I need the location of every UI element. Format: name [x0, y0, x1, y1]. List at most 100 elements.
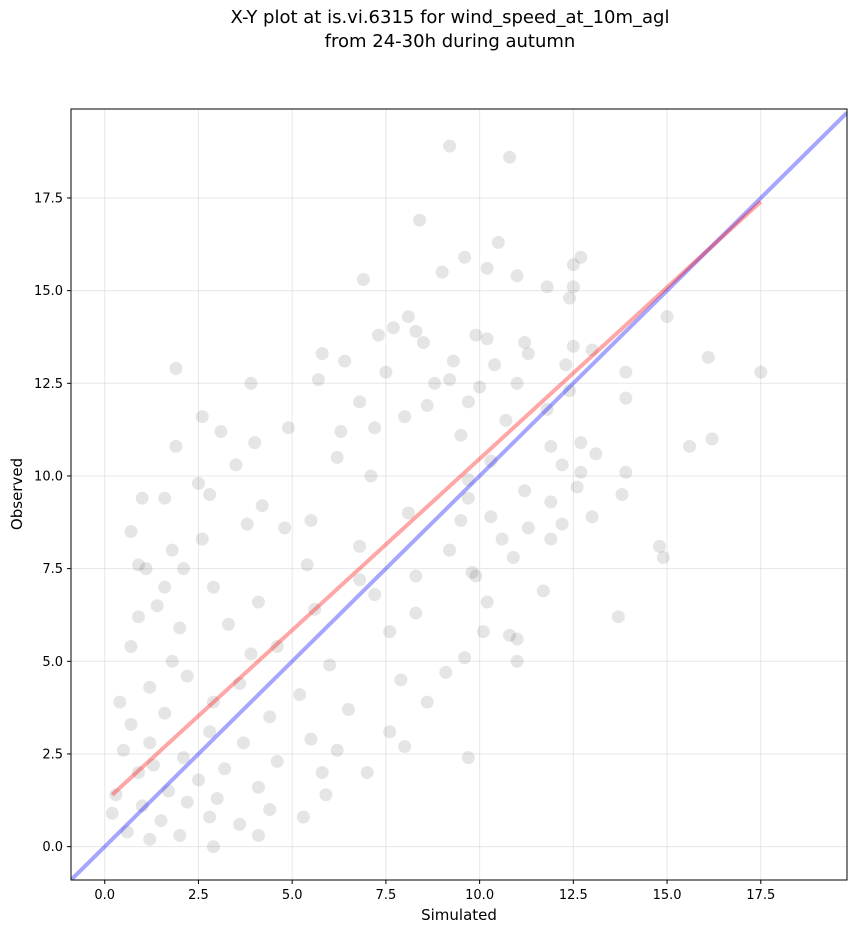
data-point: [203, 488, 217, 501]
x-axis-label: Simulated: [421, 906, 497, 924]
data-point: [611, 610, 625, 624]
data-point: [341, 702, 355, 716]
data-point: [566, 280, 580, 294]
data-point: [420, 695, 434, 709]
data-point: [353, 539, 367, 553]
data-point: [563, 291, 577, 305]
data-point: [169, 361, 183, 375]
data-point: [105, 806, 119, 820]
data-point: [555, 517, 569, 531]
data-point: [206, 695, 220, 709]
data-point: [304, 513, 318, 527]
x-tick-label: 12.5: [559, 888, 588, 903]
data-point: [510, 632, 524, 646]
data-point: [480, 332, 494, 346]
data-point: [465, 565, 479, 579]
data-point: [383, 625, 397, 639]
data-point: [401, 310, 415, 324]
data-point: [473, 380, 487, 394]
data-point: [574, 250, 588, 264]
y-tick-label: 10.0: [34, 469, 63, 484]
data-point: [495, 532, 509, 546]
data-point: [398, 740, 412, 754]
data-point: [540, 402, 554, 416]
data-point: [353, 573, 367, 587]
y-tick-label: 0.0: [42, 840, 63, 855]
data-point: [248, 436, 262, 450]
y-tick-label: 2.5: [42, 747, 63, 762]
data-point: [308, 602, 322, 616]
data-point: [244, 376, 258, 390]
data-point: [135, 799, 149, 813]
data-point: [360, 766, 374, 780]
data-point: [409, 569, 423, 583]
data-point: [173, 621, 187, 635]
data-point: [506, 551, 520, 565]
data-point: [116, 743, 130, 757]
data-point: [510, 269, 524, 283]
data-point: [180, 795, 194, 809]
data-point: [131, 558, 145, 572]
data-point: [379, 365, 393, 379]
identity-line: [71, 111, 847, 880]
data-point: [169, 439, 183, 453]
data-point: [510, 376, 524, 390]
y-tick-label: 7.5: [42, 562, 63, 577]
data-point: [244, 647, 258, 661]
data-point: [263, 710, 277, 724]
data-point: [214, 424, 228, 438]
grid-lines: [71, 109, 847, 880]
data-point: [394, 673, 408, 687]
data-point: [439, 665, 453, 679]
data-point: [480, 261, 494, 275]
data-point: [544, 532, 558, 546]
data-point: [409, 606, 423, 620]
data-point: [319, 788, 333, 802]
data-point: [109, 788, 123, 802]
data-point: [270, 754, 284, 768]
data-point: [371, 328, 385, 342]
data-point: [315, 347, 329, 361]
data-point: [135, 491, 149, 505]
data-point: [158, 580, 172, 594]
data-point: [510, 654, 524, 668]
data-points: [105, 139, 768, 854]
data-point: [653, 539, 667, 553]
data-point: [131, 766, 145, 780]
data-point: [469, 569, 483, 583]
data-point: [454, 428, 468, 442]
data-point: [461, 491, 475, 505]
data-point: [368, 588, 382, 602]
data-point: [461, 473, 475, 487]
reference-lines: [71, 111, 847, 880]
data-point: [458, 250, 472, 264]
data-point: [236, 736, 250, 750]
data-point: [278, 521, 292, 535]
data-point: [353, 395, 367, 409]
data-point: [443, 543, 457, 557]
data-point: [469, 328, 483, 342]
data-point: [120, 825, 134, 839]
data-point: [233, 817, 247, 831]
data-point: [229, 458, 243, 472]
data-point: [398, 410, 412, 424]
data-point: [296, 810, 310, 824]
data-point: [499, 413, 513, 427]
data-point: [544, 495, 558, 509]
data-point: [503, 628, 517, 642]
data-point: [443, 373, 457, 387]
plot-frame: [70, 108, 848, 881]
data-point: [585, 343, 599, 357]
y-tick-label: 5.0: [42, 655, 63, 670]
data-point: [315, 766, 329, 780]
data-point: [521, 521, 535, 535]
data-point: [124, 717, 138, 731]
data-point: [330, 450, 344, 464]
data-point: [143, 736, 157, 750]
data-point: [206, 580, 220, 594]
data-point: [458, 651, 472, 665]
chart-title-line-1: X-Y plot at is.vi.6315 for wind_speed_at…: [230, 7, 670, 28]
data-point: [589, 447, 603, 461]
data-point: [150, 599, 164, 613]
data-point: [619, 391, 633, 405]
